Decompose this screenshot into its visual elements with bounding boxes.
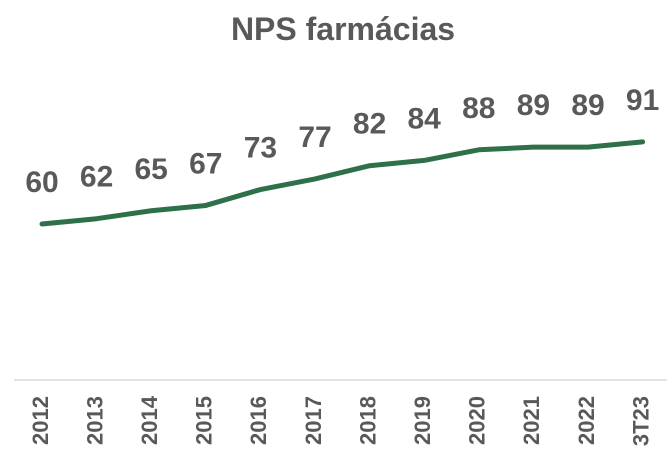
x-tick-label: 2014: [137, 395, 162, 445]
x-tick-label: 2022: [574, 396, 599, 445]
data-label: 89: [571, 89, 604, 122]
x-tick-label: 2017: [301, 396, 326, 445]
data-label: 88: [462, 92, 495, 125]
x-tick-label: 2018: [355, 396, 380, 445]
x-tick-label: 2012: [28, 396, 53, 445]
data-label: 84: [408, 102, 442, 135]
x-tick-label: 2019: [410, 396, 435, 445]
data-label: 91: [626, 84, 659, 117]
data-label: 67: [189, 147, 222, 180]
data-label: 65: [135, 153, 168, 186]
data-label: 73: [244, 132, 277, 165]
data-label: 89: [517, 89, 550, 122]
x-tick-label: 2013: [82, 396, 107, 445]
line-series: [39, 139, 646, 227]
x-tick-label: 2015: [192, 396, 217, 445]
data-label: 77: [298, 121, 331, 154]
data-label: 82: [353, 108, 386, 141]
x-tick-label: 3T23: [628, 396, 653, 446]
chart-title: NPS farmácias: [231, 11, 455, 47]
x-tick-label: 2016: [246, 396, 271, 445]
x-tick-label: 2020: [465, 396, 490, 445]
data-label: 62: [80, 161, 113, 194]
x-tick-label: 2021: [519, 396, 544, 445]
data-label: 60: [25, 166, 58, 199]
